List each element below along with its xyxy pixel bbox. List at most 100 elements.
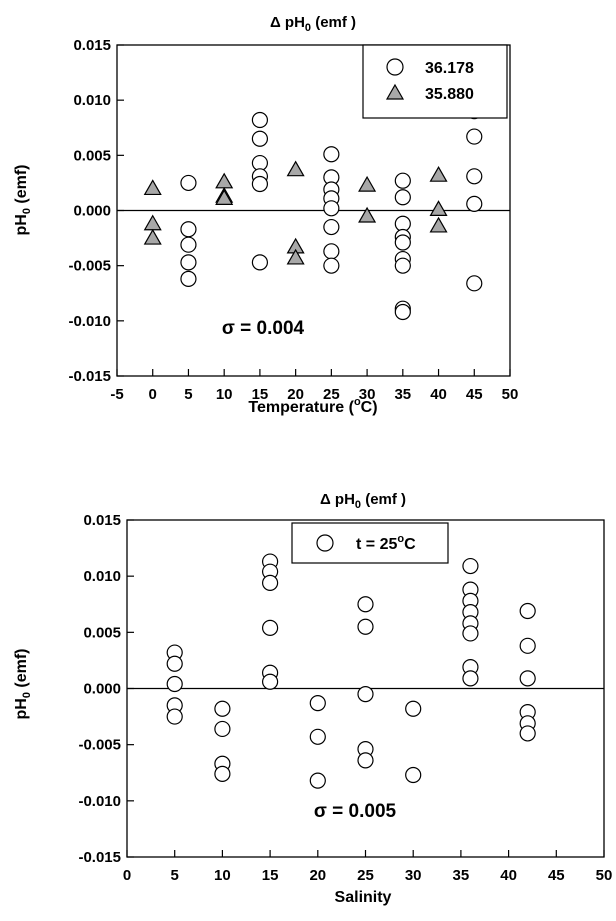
x-tick-label: 10 [216,386,233,403]
data-point-triangle [143,214,162,231]
y-tick-label: 0.015 [83,512,121,529]
data-point-circle [180,236,197,253]
data-point-circle [262,673,279,690]
legend-marker-circle [386,58,404,76]
data-point-triangle [215,189,234,205]
data-point-circle [405,766,422,784]
x-tick-label: 40 [430,386,447,403]
data-point-circle [323,146,340,163]
chart-salinity: Δ pH0 (emf ) Salinity pH0 (emf) 0 5 10 15 20… [13,491,612,906]
legend-marker-triangle [385,83,405,100]
data-point-circle [166,708,183,725]
data-point-triangle [143,228,162,245]
chart-title: Δ pH0 (emf ) [320,491,406,511]
legend-label: t = 25oC [356,533,416,553]
x-axis-label: Temperature (oC) [248,396,377,416]
data-point-circle [394,172,411,189]
x-tick-label: 25 [323,386,340,403]
data-point-circle [357,618,374,635]
data-point-circle [180,270,197,288]
data-point-circle [180,221,197,238]
y-tick-label: -0.005 [78,737,121,754]
data-point-circle [323,243,340,260]
y-tick-label: -0.015 [68,368,111,385]
data-point-circle [466,128,483,145]
data-point-circle [462,670,479,687]
data-point-circle [323,257,340,274]
data-point-circle [519,670,536,687]
data-point-circle [166,655,183,672]
data-point-circle [251,111,269,129]
data-point-circle [462,557,479,575]
y-tick-label: -0.015 [78,849,121,866]
x-axis-label: Salinity [335,889,392,906]
data-point-triangle [143,179,162,196]
x-tick-label: 25 [357,867,374,884]
y-tick-label: 0.010 [73,92,111,109]
y-tick-label: 0.005 [73,147,111,164]
data-point-circle [357,596,374,613]
data-point-triangle [429,200,448,216]
data-point-circle [309,728,326,745]
legend-label: 35.880 [425,86,474,103]
data-point-circle [466,168,483,185]
data-point-circle [394,257,411,274]
y-tick-label: -0.005 [68,258,111,275]
y-tick-label: 0.010 [83,568,121,585]
legend-label: 36.178 [425,60,474,77]
data-point-circle [309,695,326,712]
x-tick-label: 30 [359,386,376,403]
chart-title: Δ pH0 (emf ) [270,14,356,34]
y-tick-label: 0.005 [83,624,121,641]
x-tick-label: 45 [466,386,483,403]
data-point-triangle [286,248,305,265]
data-point-triangle [215,172,234,189]
x-tick-label: 0 [149,386,157,403]
data-point-circle [180,174,197,192]
data-point-circle [357,686,374,703]
data-point-circle [214,700,231,717]
x-tick-label: 15 [262,867,279,884]
data-point-triangle [358,175,377,192]
x-tick-label: -5 [110,386,123,403]
sigma-annotation: σ = 0.005 [314,801,397,822]
data-point-circle [462,625,479,642]
data-point-circle [466,195,483,212]
x-tick-label: 0 [123,867,131,884]
data-point-circle [214,765,231,782]
x-tick-label: 15 [252,386,269,403]
data-point-circle [251,254,269,271]
data-point-circle [519,602,536,620]
data-point-circle [262,574,279,592]
data-point-triangle [429,165,448,182]
data-point-triangle [358,206,377,223]
plot-area: 0 5 10 15 20 25 30 35 40 45 50 -0.015 -0.010 -0.005 0.… [78,512,612,884]
y-tick-label: 0.000 [83,681,121,698]
plot-area: -5 0 5 10 15 20 25 30 35 40 45 50 -0.015 -0.010 -0.005… [68,37,518,403]
data-point-circle [251,175,269,193]
x-tick-label: 50 [502,386,519,403]
legend-marker-circle [316,534,334,552]
x-tick-label: 45 [548,867,565,884]
x-tick-label: 30 [405,867,422,884]
data-point-circle [262,619,279,636]
data-point-circle [394,234,411,251]
legend: t = 25oC [291,522,449,564]
data-point-circle [357,752,374,769]
y-axis-label: pH0 (emf) [13,648,33,719]
data-point-circle [166,675,183,693]
x-tick-label: 20 [287,386,304,403]
legend-box [362,44,508,119]
x-tick-label: 35 [453,867,470,884]
y-axis-label: pH0 (emf) [13,164,33,235]
y-tick-label: -0.010 [78,793,121,810]
data-point-circle [309,772,326,789]
y-tick-label: 0.000 [73,203,111,220]
data-point-circle [519,725,536,742]
data-point-circle [323,218,340,236]
x-tick-label: 50 [596,867,613,884]
data-point-circle [394,189,411,206]
legend: 36.178 35.880 [362,44,508,119]
x-tick-label: 35 [394,386,411,403]
